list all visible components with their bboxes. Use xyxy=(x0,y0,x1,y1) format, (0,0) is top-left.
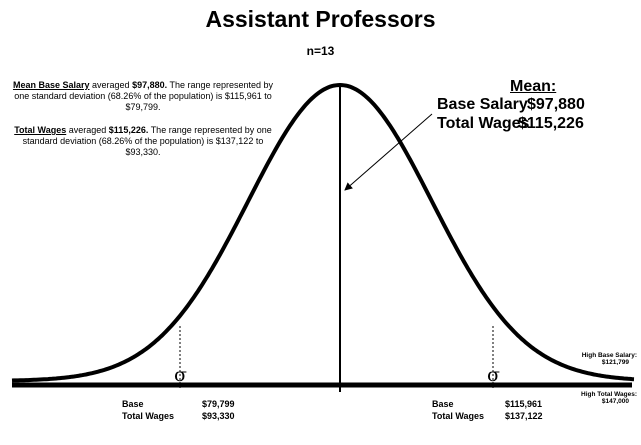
high-label-value: $121,799 xyxy=(601,359,629,366)
note-verb: averaged xyxy=(92,80,130,90)
note-text: The range represented by one standard de… xyxy=(14,80,274,112)
mean-label: Base Salary xyxy=(437,96,528,113)
high-label-value: $147,000 xyxy=(601,398,629,405)
note-label: Mean Base Salary xyxy=(12,80,90,90)
value: $93,330 xyxy=(202,411,235,421)
note: Mean Base Salary averaged $97,880. The r… xyxy=(8,80,278,113)
value-label: Base xyxy=(432,399,454,409)
note-text: The range represented by one standard de… xyxy=(22,125,272,157)
note-verb: averaged xyxy=(68,125,107,135)
mean-heading: Mean: xyxy=(510,78,557,95)
high-label-text: High Total Wages: xyxy=(581,391,637,398)
mean-value: $115,226 xyxy=(518,115,584,132)
high-label: High Total Wages: $147,000 xyxy=(581,391,637,405)
value: $137,122 xyxy=(505,411,543,421)
high-label-text: High Base Salary: xyxy=(581,352,637,359)
note-amount: $115,226. xyxy=(108,125,149,135)
arrow xyxy=(344,113,433,191)
bell-curve xyxy=(11,82,635,383)
value-label: Total Wages xyxy=(432,411,485,421)
note-amount: $97,880. xyxy=(132,80,168,90)
subtitle: n=13 xyxy=(306,44,335,58)
value: $79,799 xyxy=(202,399,235,409)
note: Total Wages averaged $115,226. The range… xyxy=(8,125,278,158)
high-label: High Base Salary: $121,799 xyxy=(582,352,637,366)
value: $115,961 xyxy=(505,399,543,409)
mean-label: Total Wages xyxy=(437,115,530,132)
note-label: Total Wages xyxy=(14,125,67,135)
value-label: Total Wages xyxy=(122,411,175,421)
sigma: σ xyxy=(487,364,500,386)
value-label: Base xyxy=(122,399,144,409)
sigma: σ xyxy=(174,364,187,386)
mean-value: $97,880 xyxy=(527,96,585,113)
title: Assistant Professors xyxy=(205,6,436,32)
